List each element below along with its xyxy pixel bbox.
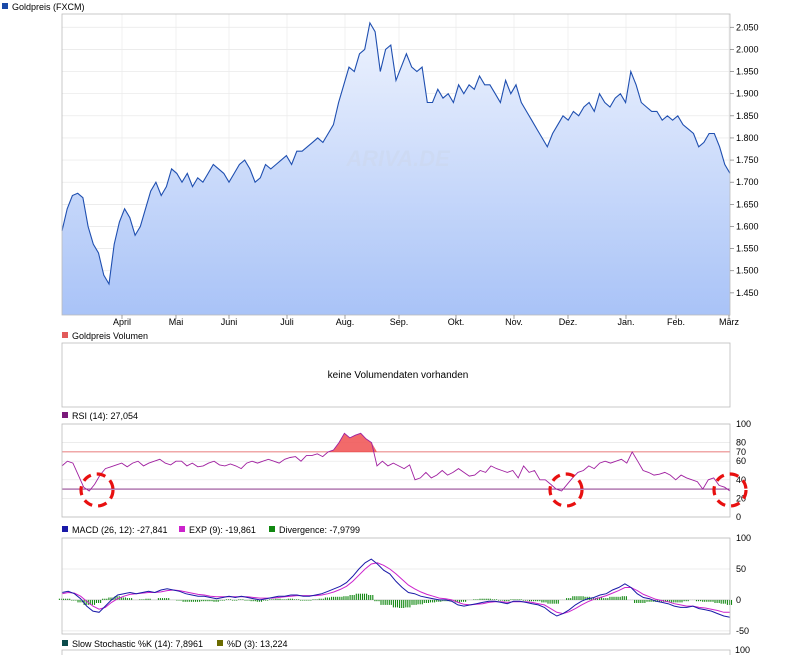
price-x-tick-label: März xyxy=(719,317,739,327)
divergence-legend-swatch xyxy=(269,526,275,532)
price-y-tick-label: 1.950 xyxy=(736,67,759,77)
rsi-y-tick-label: 80 xyxy=(736,438,746,448)
price-x-tick-label: April xyxy=(113,317,131,327)
price-frame xyxy=(61,13,731,316)
price-y-tick-label: 1.600 xyxy=(736,221,759,231)
price-legend-label: Goldpreis (FXCM) xyxy=(12,2,85,12)
rsi-legend-swatch xyxy=(62,412,68,418)
exp-legend-swatch xyxy=(179,526,185,532)
macd-line xyxy=(61,558,731,618)
volume-empty-message: keine Volumendaten vorhanden xyxy=(328,370,469,381)
price-y-tick-label: 1.800 xyxy=(736,133,759,143)
price-x-tick-label: Juli xyxy=(280,317,294,327)
stochastic-frame xyxy=(61,649,731,655)
price-y-tick-label: 1.700 xyxy=(736,177,759,187)
rsi-y-tick-label: 70 xyxy=(736,447,746,457)
price-watermark: ARIVA.DE xyxy=(345,146,451,171)
price-x-tick-label: Mai xyxy=(169,317,184,327)
rsi-annotation-circles xyxy=(79,472,748,508)
price-x-tick-label: Sep. xyxy=(390,317,409,327)
stoch-k-legend-swatch xyxy=(62,640,68,646)
price-panel: Goldpreis (FXCM) ARIVA.DE 2.050 2.000 1.95… xyxy=(2,2,759,327)
rsi-frame xyxy=(61,423,731,518)
price-legend-swatch xyxy=(2,3,8,9)
macd-y-ticks: 100 50 0 -50 xyxy=(736,533,751,636)
price-x-tick-label: Juni xyxy=(221,317,238,327)
rsi-y-tick-label: 40 xyxy=(736,475,746,485)
macd-legend-swatch xyxy=(62,526,68,532)
annotation-circle-1 xyxy=(79,472,115,508)
price-area xyxy=(62,22,730,316)
price-y-tick-label: 1.750 xyxy=(736,155,759,165)
price-x-tick-label: Okt. xyxy=(448,317,465,327)
macd-grid xyxy=(62,537,730,632)
price-y-tick-label: 1.500 xyxy=(736,266,759,276)
stoch-y-tick-100: 100 xyxy=(735,645,750,655)
price-y-tick-label: 1.550 xyxy=(736,244,759,254)
price-y-tick-label: 1.450 xyxy=(736,288,759,298)
price-x-tick-label: Feb. xyxy=(667,317,685,327)
rsi-y-tick-label: 100 xyxy=(736,419,751,429)
exp-legend-label: EXP (9): -19,861 xyxy=(189,525,256,535)
macd-panel: MACD (26, 12): -27,841 EXP (9): -19,861 … xyxy=(58,525,751,636)
rsi-y-tick-label: 0 xyxy=(736,512,741,522)
price-x-tick-label: Aug. xyxy=(336,317,355,327)
rsi-y-tick-label: 60 xyxy=(736,456,746,466)
price-y-tick-label: 2.050 xyxy=(736,22,759,32)
macd-y-tick-label: 100 xyxy=(736,533,751,543)
price-y-tick-label: 1.650 xyxy=(736,199,759,209)
annotation-circle-2 xyxy=(548,472,584,508)
macd-divergence-bars xyxy=(58,593,733,608)
volume-legend-label: Goldpreis Volumen xyxy=(72,331,148,341)
price-x-ticks: April Mai Juni Juli Aug. Sep. Okt. Nov. Dez. Jan.… xyxy=(113,315,739,327)
stoch-d-legend-label: %D (3): 13,224 xyxy=(227,639,288,649)
rsi-line xyxy=(61,432,731,492)
price-y-tick-label: 1.900 xyxy=(736,89,759,99)
price-y-tick-label: 1.850 xyxy=(736,111,759,121)
price-x-tick-label: Jan. xyxy=(617,317,634,327)
stochastic-panel: Slow Stochastic %K (14): 7,8961 %D (3): … xyxy=(61,639,750,655)
volume-legend-swatch xyxy=(62,332,68,338)
stoch-d-legend-swatch xyxy=(217,640,223,646)
price-line xyxy=(61,21,731,286)
price-y-ticks: 2.050 2.000 1.950 1.900 1.850 1.800 1.750 1.700… xyxy=(730,22,759,298)
rsi-grid xyxy=(62,423,730,518)
rsi-legend-label: RSI (14): 27,054 xyxy=(72,411,138,421)
macd-frame xyxy=(61,537,731,635)
stoch-k-legend-label: Slow Stochastic %K (14): 7,8961 xyxy=(72,639,203,649)
volume-panel: Goldpreis Volumen keine Volumendaten vor… xyxy=(61,331,731,408)
price-x-tick-label: Nov. xyxy=(505,317,523,327)
price-y-tick-label: 2.000 xyxy=(736,44,759,54)
rsi-y-tick-label: 20 xyxy=(736,493,746,503)
annotation-circle-3 xyxy=(712,472,748,508)
macd-y-tick-label: -50 xyxy=(736,626,749,636)
macd-legend-label: MACD (26, 12): -27,841 xyxy=(72,525,168,535)
volume-frame xyxy=(61,342,731,408)
divergence-legend-label: Divergence: -7,9799 xyxy=(279,525,360,535)
macd-y-tick-label: 0 xyxy=(736,595,741,605)
macd-y-tick-label: 50 xyxy=(736,564,746,574)
price-x-tick-label: Dez. xyxy=(559,317,578,327)
